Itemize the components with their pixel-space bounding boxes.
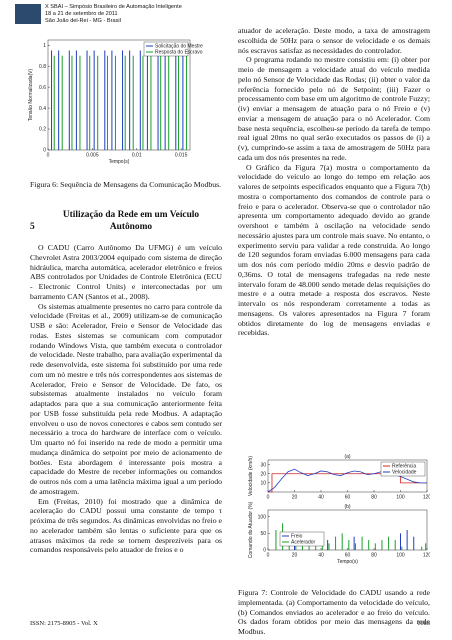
legend-label: Acelerador xyxy=(291,540,316,546)
paragraph: Em (Freitas, 2010) foi mostrado que a di… xyxy=(30,496,222,555)
header-line: X SBAI – Simpósio Brasileiro de Automaçã… xyxy=(45,4,182,10)
x-tick-label: 0.005 xyxy=(86,153,99,159)
x-tick-label: 120 xyxy=(423,495,430,501)
y-tick-label: 10 xyxy=(260,481,266,487)
figure-caption: Figura 6: Sequência de Mensagens da Comu… xyxy=(30,180,222,189)
y-tick-label: 30 xyxy=(260,462,266,468)
figure-6-chart: 0 0.2 0.4 0.6 0.8 1 0 0.005 0.01 0.015 Tensão Norm… xyxy=(28,39,203,165)
y-tick-label: 0.6 xyxy=(39,85,46,91)
footer-issn: ISSN: 2175-8905 - Vol. X xyxy=(30,620,98,627)
paragraph: atuador de aceleração. Deste modo, a tax… xyxy=(238,26,430,55)
legend-box xyxy=(143,41,189,57)
x-tick-label: 0.015 xyxy=(175,153,188,159)
x-tick-label: 40 xyxy=(318,553,324,559)
x-tick-label: 80 xyxy=(371,495,377,501)
x-axis-label: Tempo(s) xyxy=(337,559,358,565)
paragraph: O Gráfico da Figura 7(a) mostra o compor… xyxy=(238,162,430,338)
paragraph: O CADU (Carro Autônomo Da UFMG) é um veí… xyxy=(30,243,222,301)
y-tick-label: 0.8 xyxy=(39,64,46,70)
section-title: Utilização da Rede em um Veículo Autônom… xyxy=(62,210,200,232)
legend-label: Velocidade xyxy=(392,470,417,476)
x-tick-label: 20 xyxy=(292,553,298,559)
legend-box xyxy=(380,461,426,477)
legend-label: Resposta do Escravo xyxy=(155,50,203,56)
y-tick-label: 0 xyxy=(43,148,46,154)
logo xyxy=(15,4,41,24)
legend-box xyxy=(279,531,325,547)
footer-page: 1183 xyxy=(417,620,430,627)
legend-label: Solicitação do Mestre xyxy=(155,44,203,50)
data-line xyxy=(267,468,427,493)
x-tick-label: 80 xyxy=(371,553,377,559)
y-tick-label: 20 xyxy=(260,471,266,477)
y-tick-label: 0.2 xyxy=(39,127,46,133)
legend-label: Freio xyxy=(291,534,303,540)
paragraph: O programa rodando no mestre consistiu e… xyxy=(238,55,430,162)
figure-caption: Figura 7: Controle de Velocidade do CADU… xyxy=(238,588,430,636)
y-tick-label: 50 xyxy=(260,531,266,537)
y-tick-label: 0 xyxy=(263,548,266,554)
x-axis-label: Tempo(s) xyxy=(109,159,130,165)
x-tick-label: 0 xyxy=(267,553,270,559)
header: X SBAI – Simpósio Brasileiro de Automaçã… xyxy=(45,4,182,25)
x-tick-label: 100 xyxy=(396,553,405,559)
panel-title: (b) xyxy=(344,504,350,510)
x-tick-label: 20 xyxy=(292,495,298,501)
x-tick-label: 0 xyxy=(267,495,270,501)
legend-label: Referência xyxy=(392,464,416,470)
x-tick-label: 120 xyxy=(423,553,430,559)
section-heading: 5 Utilização da Rede em um Veículo Autôno… xyxy=(30,210,222,233)
data-line xyxy=(268,473,427,493)
y-axis-label: Velocidade (km/h) xyxy=(248,456,254,496)
x-tick-label: 60 xyxy=(345,553,351,559)
left-column: O CADU (Carro Autônomo Da UFMG) é um veí… xyxy=(30,243,222,595)
paragraph: Os sistemas atualmente presentes no carr… xyxy=(30,301,222,496)
x-tick-label: 0.01 xyxy=(132,153,142,159)
x-tick-label: 100 xyxy=(396,495,405,501)
x-tick-label: 40 xyxy=(318,495,324,501)
y-axis-label: Comando do Atuador (%) xyxy=(248,501,254,558)
figure-7-chart: 10 20 30 0 20 40 60 80 100 120 Velocidade (km/h) (a… xyxy=(248,454,430,565)
header-line: 18 a 21 de setembro de 2011 xyxy=(45,11,118,17)
y-tick-label: 1 xyxy=(43,43,46,49)
panel-title: (a) xyxy=(344,454,350,460)
x-tick-label: 0 xyxy=(47,153,50,159)
right-column: atuador de aceleração. Deste modo, a tax… xyxy=(238,26,430,448)
y-axis-label: Tensão Normalizada(V) xyxy=(28,69,34,122)
section-number: 5 xyxy=(30,221,35,232)
header-line: São João del-Rei - MG - Brasil xyxy=(45,18,121,24)
y-tick-label: 0.4 xyxy=(39,106,46,112)
x-tick-label: 60 xyxy=(345,495,351,501)
y-tick-label: 100 xyxy=(258,514,267,520)
